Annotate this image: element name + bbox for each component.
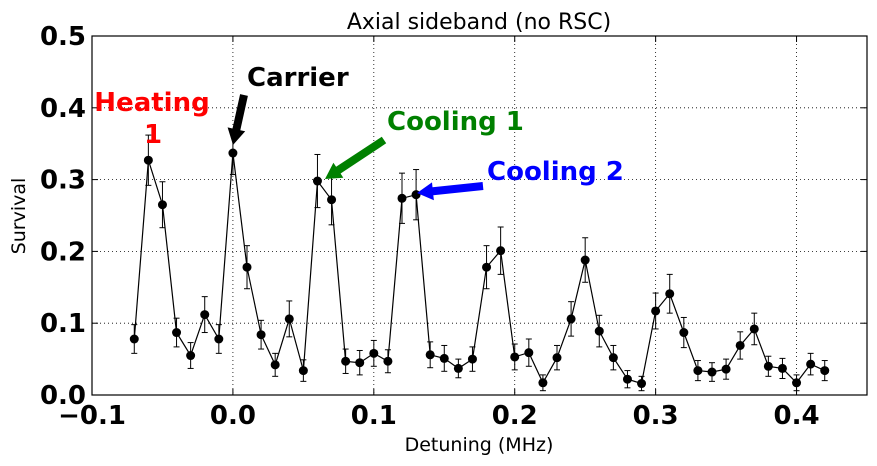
- chart-title: Axial sideband (no RSC): [347, 10, 611, 35]
- annotation-arrows: [227, 94, 484, 201]
- data-point: [707, 367, 717, 377]
- data-point: [792, 378, 802, 388]
- x-tick-label: 0.0: [210, 401, 256, 431]
- data-point: [129, 334, 139, 344]
- data-point: [425, 350, 435, 360]
- y-tick-label: 0.0: [40, 381, 86, 411]
- y-tick-label: 0.3: [40, 166, 86, 196]
- plot-frame: [91, 35, 868, 396]
- data-point: [369, 348, 379, 358]
- x-tick-label: −0.1: [58, 401, 126, 431]
- ticks: −0.1 0.0 0.1 0.2 0.3 0.40.00.10.20.30.40.5: [40, 22, 867, 431]
- x-tick-label: 0.4: [774, 401, 820, 431]
- y-tick-label: 0.1: [40, 309, 86, 339]
- data-point: [467, 354, 477, 364]
- x-tick-label: 0.2: [492, 401, 538, 431]
- annotation-heating-line1: Heating: [94, 88, 209, 118]
- data-point: [777, 363, 787, 373]
- error-bars: [131, 130, 828, 392]
- arrow-cooling-2: [417, 182, 484, 201]
- x-tick-label: 0.1: [351, 401, 397, 431]
- data-point: [157, 200, 167, 210]
- data-point: [566, 314, 576, 324]
- data-point: [214, 334, 224, 344]
- data-point: [270, 360, 280, 370]
- arrow-cooling-1: [325, 136, 387, 179]
- data-point: [763, 361, 773, 371]
- annotation-cooling-2: Cooling 2: [487, 157, 624, 187]
- data-point: [327, 195, 337, 205]
- data-point: [496, 246, 506, 256]
- data-point: [735, 340, 745, 350]
- data-point: [482, 262, 492, 272]
- data-point: [806, 359, 816, 369]
- data-point: [228, 148, 238, 158]
- x-axis-label: Detuning (MHz): [405, 434, 554, 456]
- annotation-cooling-1: Cooling 1: [387, 107, 524, 137]
- data-points: [129, 148, 830, 389]
- data-point: [552, 353, 562, 363]
- data-point: [679, 328, 689, 338]
- data-point: [284, 314, 294, 324]
- data-point: [172, 328, 182, 338]
- data-point: [665, 289, 675, 299]
- data-point: [312, 176, 322, 186]
- data-point: [453, 363, 463, 373]
- data-point: [439, 353, 449, 363]
- annotation-heating-line2: 1: [144, 120, 162, 150]
- data-point: [298, 366, 308, 376]
- y-axis-label: Survival: [8, 178, 30, 255]
- data-point: [510, 352, 520, 362]
- data-point: [637, 379, 647, 389]
- arrow-carrier: [227, 94, 248, 145]
- data-point: [693, 366, 703, 376]
- y-tick-label: 0.2: [40, 237, 86, 267]
- data-point: [749, 324, 759, 334]
- data-point: [397, 193, 407, 203]
- y-tick-label: 0.5: [40, 22, 86, 52]
- data-point: [594, 326, 604, 336]
- data-point: [820, 366, 830, 376]
- data-point: [721, 364, 731, 374]
- x-tick-label: 0.3: [633, 401, 679, 431]
- data-point: [256, 330, 266, 340]
- y-tick-label: 0.4: [40, 94, 86, 124]
- data-point: [622, 374, 632, 384]
- data-point: [608, 353, 618, 363]
- annotation-carrier: Carrier: [247, 63, 349, 93]
- data-point: [242, 262, 252, 272]
- data-point: [524, 348, 534, 358]
- data-point: [383, 356, 393, 366]
- data-point: [186, 351, 196, 361]
- data-point: [580, 255, 590, 265]
- data-point: [538, 378, 548, 388]
- data-point: [341, 356, 351, 366]
- data-point: [355, 358, 365, 368]
- data-point: [651, 306, 661, 316]
- data-point: [200, 310, 210, 320]
- data-point: [143, 155, 153, 165]
